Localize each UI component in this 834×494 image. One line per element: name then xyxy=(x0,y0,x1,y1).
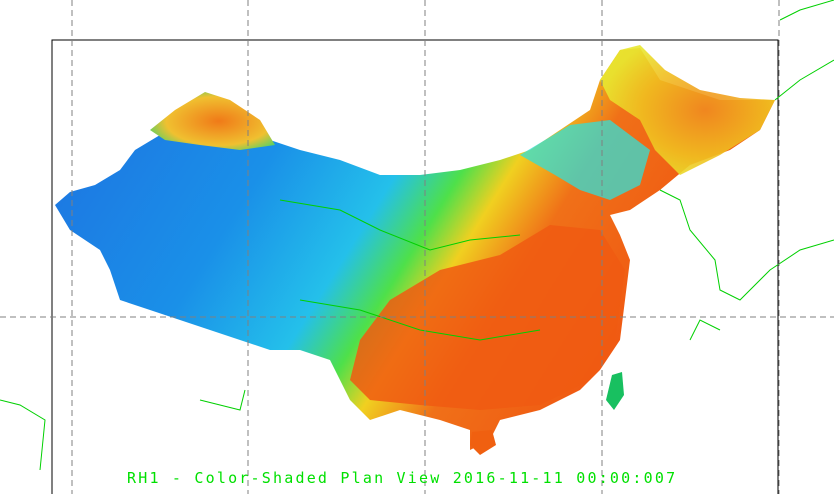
hainan-shading xyxy=(470,430,496,455)
southeast-humid-shading xyxy=(350,225,625,410)
xinjiang-north-shading xyxy=(150,92,275,150)
north-green-band xyxy=(520,120,650,200)
plot-frame xyxy=(51,39,779,494)
plot-title: RH1 - Color-Shaded Plan View 2016-11-11 … xyxy=(127,469,678,487)
boundary-lines xyxy=(0,0,834,471)
taiwan-shading xyxy=(606,372,624,410)
northeast-region-shading xyxy=(600,45,775,175)
